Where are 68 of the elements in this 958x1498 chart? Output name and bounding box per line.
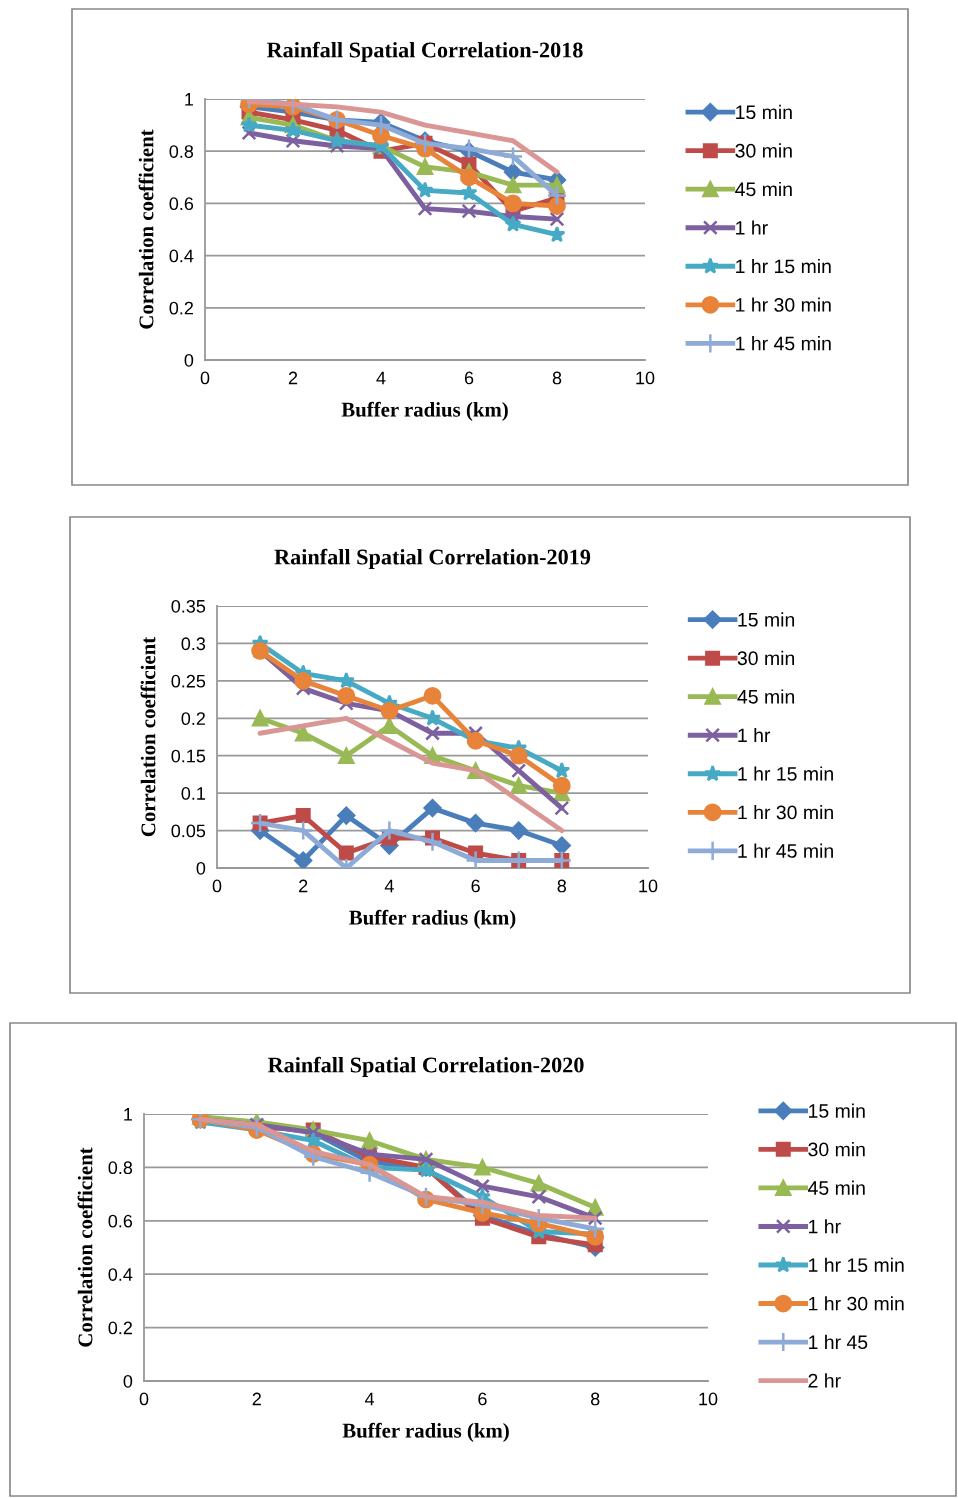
legend-label: 15 min (738, 612, 795, 627)
legend-label: 1 hr 30 min (738, 805, 833, 820)
x-tick-label: 10 (636, 371, 655, 385)
x-tick-label: 8 (552, 371, 562, 385)
x-tick-label: 4 (376, 371, 386, 385)
legend-label: 1 hr 45 min (738, 843, 833, 858)
y-axis-title: Correlation coefficient (77, 1147, 93, 1347)
legend-label: 15 min (809, 1103, 865, 1118)
x-tick-label: 4 (384, 879, 394, 893)
x-tick-label: 0 (212, 879, 222, 893)
y-tick-label: 0.35 (171, 599, 206, 613)
x-tick-label: 10 (699, 1392, 718, 1406)
x-tick-label: 4 (364, 1392, 375, 1406)
y-tick-label: 1 (185, 93, 194, 106)
y-tick-label: 0.25 (171, 674, 206, 688)
y-tick-label: 0.8 (108, 1161, 133, 1175)
y-tick-label: 0.15 (171, 749, 206, 763)
legend-label: 45 min (735, 181, 792, 197)
x-tick-label: 2 (288, 371, 298, 385)
legend-label: 15 min (736, 104, 792, 120)
legend-label: 1 hr (738, 727, 771, 743)
y-tick-label: 0.3 (181, 637, 206, 651)
x-tick-label: 8 (590, 1392, 600, 1406)
y-tick-label: 0.2 (169, 301, 193, 315)
x-tick-label: 6 (478, 1392, 487, 1406)
chart-title: Rainfall Spatial Correlation-2018 (266, 41, 583, 63)
legend-label: 1 hr 15 min (736, 258, 831, 274)
legend-label: 45 min (737, 689, 795, 704)
legend-label: 1 hr (736, 220, 768, 235)
legend-label: 1 hr 45 min (736, 336, 831, 351)
y-tick-label: 0 (196, 861, 206, 875)
legend-label: 1 hr 15 min (809, 1257, 904, 1272)
x-tick-label: 10 (639, 879, 658, 893)
x-tick-label: 8 (557, 879, 567, 893)
y-tick-label: 0.4 (169, 249, 194, 263)
chart-title: Rainfall Spatial Correlation-2020 (267, 1056, 584, 1078)
legend-label: 2 hr (808, 1373, 841, 1388)
y-axis-title: Correlation coefficient (138, 129, 154, 329)
legend-label: 30 min (737, 650, 795, 666)
y-tick-label: 0.6 (169, 197, 194, 211)
legend-label: 1 hr 30 min (809, 1296, 904, 1311)
chart-title: Rainfall Spatial Correlation-2019 (274, 548, 591, 570)
y-tick-label: 0.4 (108, 1268, 133, 1281)
legend-label: 1 hr 30 min (736, 297, 831, 312)
y-tick-label: 0.8 (169, 145, 194, 158)
legend-label: 1 hr (809, 1219, 841, 1234)
legend-label: 1 hr 15 min (738, 766, 833, 781)
y-tick-label: 1 (124, 1108, 133, 1121)
legend-label: 30 min (808, 1142, 865, 1157)
y-tick-label: 0.2 (181, 712, 205, 726)
x-tick-label: 6 (471, 879, 480, 893)
legend-label: 1 hr 45 (809, 1334, 868, 1350)
x-axis-title: Buffer radius (km) (349, 909, 516, 929)
y-tick-label: 0.6 (108, 1214, 133, 1228)
x-tick-label: 6 (464, 371, 474, 385)
y-tick-label: 0.2 (108, 1321, 132, 1335)
x-axis-title: Buffer radius (km) (341, 401, 508, 421)
y-tick-label: 0.1 (181, 787, 206, 800)
y-tick-label: 0.05 (171, 824, 206, 838)
x-tick-label: 2 (299, 879, 308, 893)
y-tick-label: 0 (184, 353, 194, 367)
legend-label: 30 min (735, 143, 792, 158)
x-tick-label: 0 (139, 1392, 149, 1406)
y-tick-label: 0 (123, 1374, 133, 1388)
y-axis-title: Correlation coefficient (140, 636, 156, 837)
x-tick-label: 2 (252, 1392, 261, 1406)
legend-label: 45 min (808, 1180, 865, 1195)
x-axis-title: Buffer radius (km) (342, 1422, 509, 1442)
